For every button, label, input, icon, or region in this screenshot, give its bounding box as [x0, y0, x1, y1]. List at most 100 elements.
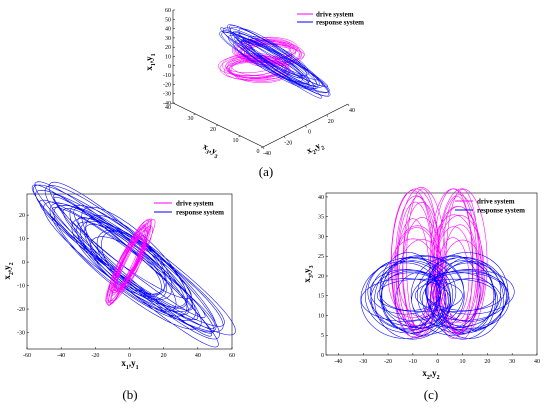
panel-a-z-ticks: 60 50 40 30 20 10 0 -10 -20 -30 -40 — [163, 8, 175, 107]
panel-b-x-tick-label: 60 — [229, 353, 235, 359]
panel-c-x-tick-label: -40 — [334, 359, 342, 365]
panel-c-y-tick-label: 5 — [321, 333, 324, 339]
panel-a-x3y3-axis-label: x3,y3 — [200, 141, 221, 160]
panel-a-response-system-curve — [219, 24, 331, 99]
panel-a-z-tick-label: -10 — [163, 73, 171, 79]
panel-c-x-tick-label: 20 — [484, 359, 490, 365]
panel-a-x3y3-tick-label: 40 — [165, 105, 171, 111]
panel-c-y-tick-label: 40 — [318, 195, 324, 201]
panel-b-x-tick-label: 40 — [195, 353, 201, 359]
panel-a-x3y3-tick-label: 10 — [233, 138, 239, 144]
panel-b-y-tick-label: 20 — [19, 213, 25, 219]
panel-c-y-tick-label: 35 — [318, 215, 324, 221]
panel-c-y-axis-label: x3,y3 — [302, 265, 315, 282]
panel-a-legend-drive-label: drive system — [316, 11, 354, 19]
panel-a-x3y3-tick-mark — [238, 135, 241, 138]
panel-a-x3y3-tick-mark — [170, 102, 174, 105]
panel-a-x2y2-tick-label: -40 — [263, 151, 271, 157]
panel-b-y-tick-label: 10 — [19, 237, 25, 243]
panel-a-z-tick-label: -40 — [163, 101, 171, 107]
panel-c-x-tick-label: 30 — [509, 359, 515, 365]
panel-c-y-tick-label: 0 — [321, 353, 324, 359]
panel-a-z-tick-label: -20 — [163, 82, 171, 88]
panel-c-plot: -40 -30 -20 -10 0 10 20 30 40 0 5 10 15 20 25 30 35 40 x… — [302, 187, 540, 402]
panel-c-y-tick-label: 25 — [318, 254, 324, 260]
panel-c-y-tick-label: 10 — [318, 313, 324, 319]
panel-b-x-tick-label: -60 — [23, 353, 31, 359]
panel-b-drive-system-curve — [105, 218, 156, 306]
panel-a-x3y3-tick-mark — [193, 113, 196, 116]
panel-b-y-tick-label: 0 — [22, 260, 25, 266]
panel-c-x-tick-label: -30 — [359, 359, 367, 365]
panel-a-legend: drive system response system — [297, 11, 364, 27]
panel-c-x-axis-label: x2,y2 — [422, 368, 439, 381]
panel-c-y-ticks: 0 5 10 15 20 25 30 35 40 — [318, 195, 328, 359]
panel-c-x-tick-label: 0 — [436, 359, 439, 365]
panel-a-x3y3-tick-label: 30 — [188, 116, 194, 122]
panel-c-legend-drive-label: drive system — [477, 198, 515, 206]
panel-a-x2y2-tick-label: -20 — [284, 140, 292, 146]
panel-b-plot: -60 -40 -20 0 20 40 60 -30 -20 -10 0 10 20 x1,y1 x2… — [2, 181, 236, 402]
panel-b-y-ticks: -30 -20 -10 0 10 20 — [17, 213, 29, 337]
panel-a-label: (a) — [259, 164, 273, 179]
panel-c-y-tick-label: 20 — [318, 274, 324, 280]
panel-c-response-system-curve — [360, 252, 515, 340]
panel-b-y-tick-label: -20 — [17, 307, 25, 313]
panel-c-label: (c) — [424, 387, 438, 402]
panel-a-z-tick-label: -30 — [163, 92, 171, 98]
panel-a-x2y2-tick-label: 0 — [308, 130, 311, 136]
panel-a-z-tick-label: 0 — [168, 64, 171, 70]
panel-a-x3y3-ticks: 40 30 20 10 0 — [165, 102, 264, 155]
panel-a-z-tick-label: 60 — [165, 8, 171, 14]
panel-a-z-axis-label: x1,y1 — [144, 53, 157, 70]
panel-b-x-tick-label: 0 — [128, 353, 131, 359]
panel-b-response-system-curve — [31, 181, 236, 348]
panel-a-x2y2-tick-mark — [326, 114, 328, 117]
panel-a-x2y2-tick-mark — [284, 136, 286, 139]
panel-a-x2y2-tick-mark — [305, 125, 307, 128]
panel-c-y-tick-label: 30 — [318, 234, 324, 240]
panel-c-legend: drive system response system — [455, 198, 525, 215]
panel-c-y-tick-label: 15 — [318, 294, 324, 300]
panel-a-x2y2-axis-label: x2,y2 — [305, 139, 326, 158]
panel-c-x-tick-label: 10 — [460, 359, 466, 365]
panel-b-y-axis-label: x2,y2 — [2, 262, 15, 279]
panel-a-x2y2-ticks: -40 -20 0 20 40 — [262, 103, 355, 157]
panel-a-x3y3-tick-label: 20 — [210, 127, 216, 133]
panel-a-z-tick-label: 30 — [165, 36, 171, 42]
panel-a-x3y3-tick-mark — [215, 124, 219, 127]
panel-c-curves — [360, 187, 515, 340]
panel-b-x-ticks: -60 -40 -20 0 20 40 60 — [23, 347, 235, 359]
panel-a-legend-response-label: response system — [316, 19, 364, 27]
panel-b-y-tick-label: -10 — [17, 284, 25, 290]
panel-b-curves — [31, 181, 236, 348]
panel-b-y-tick-label: -30 — [17, 331, 25, 337]
panel-c-legend-response-label: response system — [477, 207, 525, 215]
panel-b-x-tick-label: 20 — [161, 353, 167, 359]
panel-b-x-tick-label: -40 — [57, 353, 65, 359]
panel-b-legend-drive-label: drive system — [176, 200, 214, 208]
panel-c-x-tick-label: -10 — [409, 359, 417, 365]
panel-c-x-ticks: -40 -30 -20 -10 0 10 20 30 40 — [334, 353, 540, 365]
panel-c-x-tick-label: -20 — [384, 359, 392, 365]
panel-b-legend-response-label: response system — [176, 209, 224, 217]
panel-b-x-axis-label: x1,y1 — [121, 358, 138, 371]
panel-a-z-tick-label: 50 — [165, 17, 171, 23]
panel-a-curves — [217, 24, 331, 99]
panel-b-label: (b) — [122, 387, 137, 402]
panel-a-x2y2-tick-mark — [347, 103, 350, 107]
panel-a-x2y2-tick-mark — [262, 146, 265, 150]
panel-a-z-tick-label: 40 — [165, 27, 171, 33]
panel-a-x2y2-tick-label: 40 — [349, 108, 355, 114]
panel-a-x3y3-tick-label: 0 — [257, 149, 260, 155]
panel-b-x-tick-label: -20 — [91, 353, 99, 359]
panel-b-legend: drive system response system — [154, 200, 224, 217]
panel-a-x3y3-tick-mark — [260, 146, 264, 149]
panel-a-x2y2-tick-label: 20 — [328, 119, 334, 125]
panel-a-z-tick-label: 20 — [165, 45, 171, 51]
panel-a-z-tick-label: 10 — [165, 55, 171, 61]
panel-c-x-tick-label: 40 — [534, 359, 540, 365]
panel-c-frame — [325, 192, 538, 356]
